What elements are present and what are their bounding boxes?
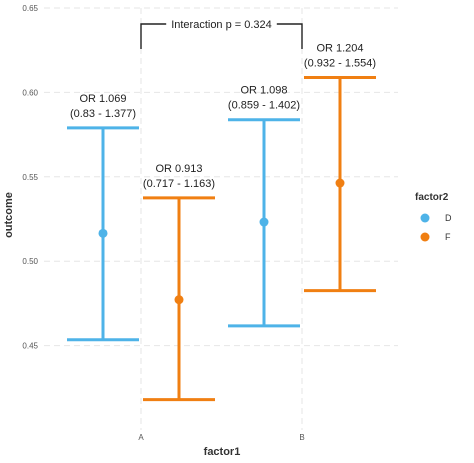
y-tick-label: 0.55: [22, 173, 38, 182]
point-estimate: [335, 178, 345, 188]
point-estimate: [98, 228, 108, 238]
errorbar-d-a: [67, 126, 139, 342]
y-tick-label: 0.45: [22, 342, 38, 351]
errorbar-d-b: [228, 118, 300, 328]
ci-label: (0.932 - 1.554): [304, 58, 376, 70]
ci-label: (0.83 - 1.377): [70, 108, 136, 120]
legend-key-f: [420, 232, 430, 242]
legend-title: factor2: [415, 192, 449, 203]
legend-label-d: D: [445, 213, 452, 223]
y-tick-label: 0.50: [22, 257, 38, 266]
or-label: OR 1.069: [79, 93, 126, 105]
interaction-label: Interaction p = 0.324: [171, 19, 272, 31]
ci-label: (0.717 - 1.163): [143, 178, 215, 190]
point-estimate: [174, 295, 184, 305]
tick-labels: 0.45 0.50 0.55 0.60 0.65 A B: [22, 4, 304, 442]
x-tick-label: B: [299, 433, 304, 442]
errorbar-f-a: [143, 196, 215, 402]
or-label: OR 1.098: [240, 85, 287, 97]
errorbar-f-b: [304, 76, 376, 293]
ci-label: (0.859 - 1.402): [228, 100, 300, 112]
x-axis-title: factor1: [204, 446, 241, 458]
legend-label-f: F: [445, 232, 451, 242]
legend-key-d: [420, 213, 430, 223]
grid-layer: [44, 7, 398, 430]
y-axis-title: outcome: [3, 192, 15, 238]
y-tick-label: 0.65: [22, 4, 38, 13]
error-bars: [67, 76, 376, 402]
interaction-bracket: [140, 23, 303, 49]
legend: factor2 D F: [415, 192, 452, 242]
annotations: OR 1.069 (0.83 - 1.377) OR 1.098 (0.859 - 1…: [70, 19, 376, 190]
point-estimate: [259, 217, 269, 227]
x-tick-label: A: [138, 433, 144, 442]
or-label: OR 1.204: [316, 43, 363, 55]
y-tick-label: 0.60: [22, 88, 38, 97]
or-label: OR 0.913: [155, 163, 202, 175]
